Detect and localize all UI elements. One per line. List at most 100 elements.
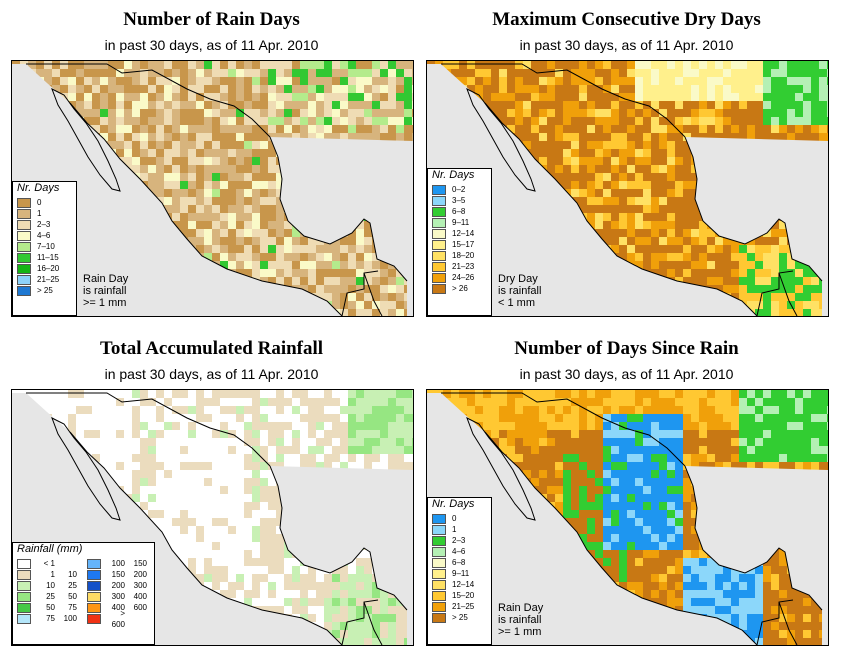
legend-label: > 26 bbox=[452, 284, 468, 293]
legend-label: 12–14 bbox=[452, 229, 475, 238]
legend-label: 0–2 bbox=[452, 185, 466, 194]
legend-days-since-rain: Nr. Days 0 1 2–3 4–6 6–8 9–11 12–14 15–20 21–25 >… bbox=[427, 497, 492, 645]
legend-range-high: 400 bbox=[133, 592, 147, 601]
legend-swatch bbox=[432, 535, 446, 546]
legend-item: < 1 bbox=[13, 558, 83, 569]
legend-note: Rain Day is rainfall >= 1 mm bbox=[83, 273, 129, 309]
panel-title: Maximum Consecutive Dry Days bbox=[492, 9, 761, 30]
legend-range-high: 150 bbox=[133, 559, 147, 568]
legend-label: > 25 bbox=[452, 613, 468, 622]
legend-item: 4–6 bbox=[428, 546, 491, 557]
legend-item: 11–15 bbox=[13, 252, 76, 263]
legend-label: 11–15 bbox=[37, 253, 59, 262]
legend-swatch bbox=[432, 612, 446, 623]
legend-item: 21–25 bbox=[428, 601, 491, 612]
legend-item: 50 75 bbox=[13, 602, 83, 613]
legend-item: 21–25 bbox=[13, 274, 76, 285]
map-max-dry-days bbox=[426, 60, 829, 317]
map-raster bbox=[427, 61, 828, 316]
legend-title: Nr. Days bbox=[432, 498, 475, 510]
legend-label: 4–6 bbox=[37, 231, 51, 240]
legend-label: 21–23 bbox=[452, 262, 475, 271]
legend-range-low: 1 bbox=[50, 570, 55, 579]
legend-item: 9–11 bbox=[428, 217, 491, 228]
legend-swatch bbox=[432, 195, 446, 206]
legend-max-dry-days: Nr. Days 0–2 3–5 6–8 9–11 12–14 15–17 18–20 21–… bbox=[427, 168, 492, 316]
panel-title: Number of Days Since Rain bbox=[514, 338, 739, 359]
legend-range-low: 200 bbox=[111, 581, 125, 590]
panel-max-dry-days: Maximum Consecutive Dry Days in past 30 … bbox=[415, 0, 838, 329]
legend-swatch bbox=[17, 263, 31, 274]
legend-range-low: 50 bbox=[46, 603, 55, 612]
legend-label: 15–17 bbox=[452, 240, 475, 249]
legend-label: 0 bbox=[452, 514, 457, 523]
legend-note: Dry Day is rainfall < 1 mm bbox=[498, 273, 542, 309]
legend-item: > 25 bbox=[428, 612, 491, 623]
legend-label: 1 bbox=[452, 525, 457, 534]
panel-subtitle: in past 30 days, as of 11 Apr. 2010 bbox=[519, 366, 734, 382]
legend-range-low: 100 bbox=[111, 559, 125, 568]
legend-swatch bbox=[87, 591, 101, 602]
panel-subtitle: in past 30 days, as of 11 Apr. 2010 bbox=[104, 366, 319, 382]
legend-label: 12–14 bbox=[452, 580, 475, 589]
legend-range-high: 10 bbox=[68, 570, 77, 579]
legend-item: 0 bbox=[13, 197, 76, 208]
panel-days-since-rain: Number of Days Since Rain in past 30 day… bbox=[415, 329, 838, 658]
legend-swatch bbox=[17, 591, 31, 602]
legend-range-low: 10 bbox=[46, 581, 55, 590]
legend-item: 24–26 bbox=[428, 272, 491, 283]
legend-label: 0 bbox=[37, 198, 42, 207]
legend-item: 10 25 bbox=[13, 580, 83, 591]
panel-title: Total Accumulated Rainfall bbox=[99, 338, 324, 359]
panel-total-rainfall: Total Accumulated Rainfall in past 30 da… bbox=[0, 329, 423, 658]
legend-item: > 26 bbox=[428, 283, 491, 294]
legend-range-high: 300 bbox=[133, 581, 147, 590]
legend-swatch bbox=[17, 219, 31, 230]
legend-item: 6–8 bbox=[428, 206, 491, 217]
panel-subtitle: in past 30 days, as of 11 Apr. 2010 bbox=[104, 37, 319, 53]
legend-range-high: 200 bbox=[133, 570, 147, 579]
legend-swatch bbox=[17, 602, 31, 613]
legend-swatch bbox=[432, 206, 446, 217]
legend-item: > 600 bbox=[83, 609, 153, 629]
legend-swatch bbox=[432, 228, 446, 239]
legend-item: 25 50 bbox=[13, 591, 83, 602]
legend-swatch bbox=[432, 513, 446, 524]
legend-swatch bbox=[432, 590, 446, 601]
legend-range-low: 150 bbox=[111, 570, 125, 579]
legend-swatch bbox=[87, 580, 101, 591]
legend-swatch bbox=[17, 569, 31, 580]
legend-range-high: 100 bbox=[63, 614, 77, 623]
legend-item: 1 bbox=[428, 524, 491, 535]
legend-item: 2–3 bbox=[428, 535, 491, 546]
map-raster bbox=[12, 390, 413, 645]
legend-label: 2–3 bbox=[452, 536, 466, 545]
legend-swatch bbox=[17, 285, 31, 296]
legend-item: 12–14 bbox=[428, 579, 491, 590]
legend-swatch bbox=[17, 252, 31, 263]
legend-swatch bbox=[432, 261, 446, 272]
legend-swatch bbox=[432, 601, 446, 612]
legend-swatch bbox=[432, 579, 446, 590]
legend-label: 6–8 bbox=[452, 207, 466, 216]
legend-range-low: < 1 bbox=[43, 559, 55, 568]
legend-item: 15–20 bbox=[428, 590, 491, 601]
map-days-since-rain bbox=[426, 389, 829, 646]
legend-swatch bbox=[17, 208, 31, 219]
legend-label: 1 bbox=[37, 209, 42, 218]
legend-item: 200 300 bbox=[83, 580, 153, 591]
legend-range-high: 75 bbox=[68, 603, 77, 612]
legend-item: 1 10 bbox=[13, 569, 83, 580]
legend-item: 6–8 bbox=[428, 557, 491, 568]
legend-label: 3–5 bbox=[452, 196, 466, 205]
legend-swatch bbox=[432, 546, 446, 557]
legend-swatch bbox=[432, 557, 446, 568]
legend-range-low: 400 bbox=[111, 603, 125, 612]
legend-title: Nr. Days bbox=[432, 169, 475, 181]
legend-label: > 25 bbox=[37, 286, 53, 295]
legend-item: 1 bbox=[13, 208, 76, 219]
legend-range-high: 50 bbox=[68, 592, 77, 601]
legend-item: 150 200 bbox=[83, 569, 153, 580]
panel-rain-days: Number of Rain Days in past 30 days, as … bbox=[0, 0, 423, 329]
legend-swatch bbox=[432, 568, 446, 579]
